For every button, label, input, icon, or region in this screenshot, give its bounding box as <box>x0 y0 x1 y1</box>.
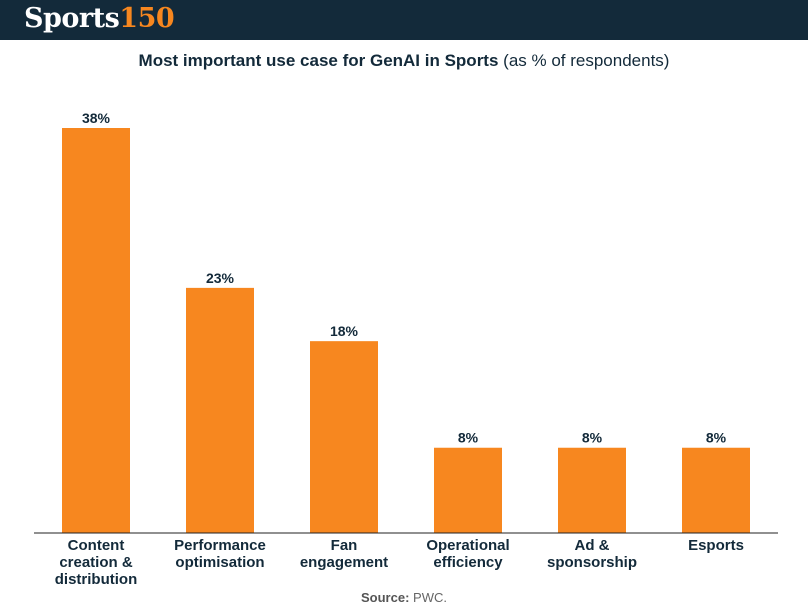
category-label: Ad & sponsorship <box>547 537 637 571</box>
source-label: Source: <box>361 590 410 605</box>
bar <box>310 341 378 533</box>
category-label: Content creation & distribution <box>55 537 138 588</box>
bar <box>62 128 130 533</box>
chart-title-main: Most important use case for GenAI in Spo… <box>138 51 499 70</box>
category-label-line: creation & <box>59 554 133 571</box>
value-labels-group: 38% 23% 18% 8% 8% 8% <box>82 110 727 446</box>
category-label-line: sponsorship <box>547 554 637 571</box>
category-label-line: Esports <box>688 537 744 554</box>
category-labels-group: Content creation & distribution Performance… <box>55 537 744 588</box>
category-label: Performance optimisation <box>174 537 266 571</box>
category-label-line: engagement <box>300 554 388 571</box>
category-label: Esports <box>688 537 744 554</box>
sports150-logo[interactable]: Sports150 <box>24 2 175 36</box>
category-label-line: Fan <box>331 537 358 554</box>
bar-value-label: 8% <box>706 430 727 446</box>
logo-number: 150 <box>119 3 175 34</box>
bar-value-label: 23% <box>206 270 235 286</box>
category-label-line: Operational <box>426 537 509 554</box>
bar-value-label: 8% <box>458 430 479 446</box>
bars-group <box>62 128 750 533</box>
category-label: Fan engagement <box>300 537 388 571</box>
bar-value-label: 8% <box>582 430 603 446</box>
category-label-line: optimisation <box>175 554 264 571</box>
bar <box>558 447 626 533</box>
bar-value-label: 18% <box>330 323 359 339</box>
bar <box>186 287 254 533</box>
logo-word: Sports <box>24 3 120 34</box>
source-note: Source: PWC. <box>0 590 808 606</box>
source-text: PWC. <box>413 590 447 605</box>
category-label: Operational efficiency <box>426 537 509 571</box>
category-label-line: Performance <box>174 537 266 554</box>
category-label-line: Ad & <box>575 537 610 554</box>
bar <box>434 447 502 533</box>
bar-chart: 38% 23% 18% 8% 8% 8% Content creation & distrib… <box>34 110 778 588</box>
header-bar: Sports150 <box>0 0 808 40</box>
category-label-line: distribution <box>55 571 138 588</box>
bar-value-label: 38% <box>82 110 111 126</box>
bar <box>682 447 750 533</box>
category-label-line: Content <box>68 537 125 554</box>
chart-title: Most important use case for GenAI in Spo… <box>0 50 808 72</box>
category-label-line: efficiency <box>433 554 503 571</box>
chart-subtitle: (as % of respondents) <box>503 51 670 70</box>
